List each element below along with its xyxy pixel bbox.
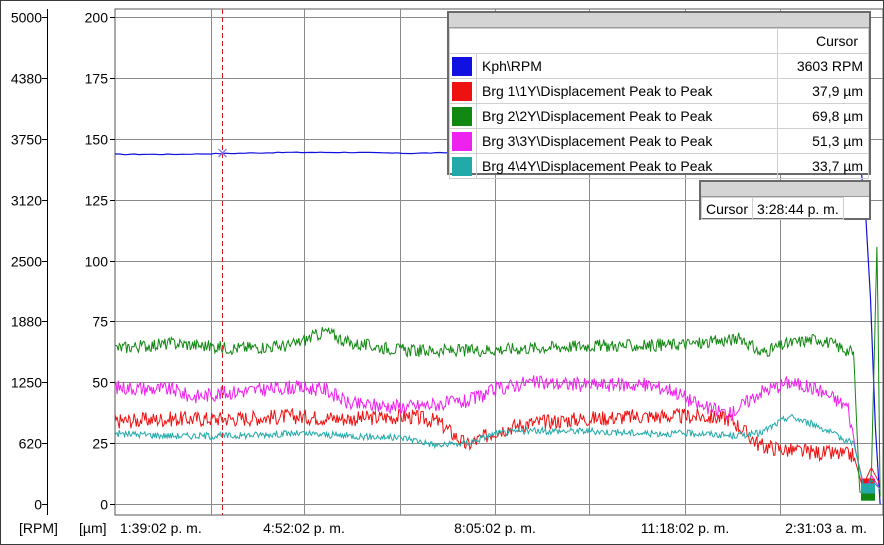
legend-swatch — [452, 56, 472, 76]
legend-series-name: Kph\RPM — [476, 53, 778, 79]
legend-row[interactable]: Brg 2\2Y\Displacement Peak to Peak 69,8 µ… — [449, 103, 869, 129]
y-left-tick-label: 5000 — [11, 10, 42, 26]
y-left-tick-label: 4380 — [11, 71, 42, 87]
cursor-time-panel[interactable]: Cursor 3:28:44 p. m. — [699, 180, 871, 220]
y-right-tick-label: 125 — [85, 193, 109, 209]
y-left-tick-label: 3120 — [11, 193, 42, 209]
legend-series-name: Brg 2\2Y\Displacement Peak to Peak — [476, 103, 778, 129]
x-tick-label: 1:39:02 p. m. — [120, 520, 202, 536]
cursor-panel-title-bar[interactable] — [701, 182, 869, 197]
legend-cursor-value: 3603 RPM — [777, 53, 869, 79]
series-line — [114, 246, 881, 497]
legend-swatch-cell — [449, 78, 477, 104]
legend-header-row: Cursor — [449, 28, 869, 54]
y-left-tick-label: 620 — [19, 436, 43, 452]
legend-swatch-cell — [449, 103, 477, 129]
series-group — [114, 151, 881, 505]
y-right-unit-label: [µm] — [79, 520, 107, 536]
legend-title-bar[interactable] — [449, 13, 869, 28]
legend-cursor-value: 37,9 µm — [777, 78, 869, 104]
legend-swatch-cell — [449, 53, 477, 79]
x-tick-label: 11:18:02 p. m. — [641, 520, 729, 536]
legend-row[interactable]: Brg 4\4Y\Displacement Peak to Peak 33,7 µ… — [449, 153, 869, 179]
cursor-label: Cursor — [700, 197, 754, 220]
legend-swatch — [452, 131, 472, 151]
y-left-tick-label: 1880 — [11, 314, 42, 330]
series-line — [114, 413, 881, 495]
legend-swatch — [452, 81, 472, 101]
cursor-time-value: 3:28:44 p. m. — [752, 197, 844, 220]
legend-cursor-value: 51,3 µm — [777, 128, 869, 154]
legend-swatch-cell — [449, 153, 477, 179]
y-left-tick-label: 1250 — [11, 375, 42, 391]
y-right-tick-label: 200 — [85, 10, 109, 26]
legend-row[interactable]: Brg 1\1Y\Displacement Peak to Peak 37,9 µ… — [449, 78, 869, 104]
cursor-marker — [218, 148, 227, 158]
legend-cursor-header: Cursor — [777, 28, 869, 54]
series-line — [114, 375, 881, 493]
series-end-marker — [861, 490, 875, 501]
y-right-tick-label: 175 — [85, 71, 109, 87]
y-left-unit-label: [RPM] — [19, 520, 58, 536]
y-right-tick-label: 100 — [85, 254, 109, 270]
legend-series-name: Brg 3\3Y\Displacement Peak to Peak — [476, 128, 778, 154]
series-line — [114, 407, 881, 487]
y-right-tick-label: 0 — [100, 497, 108, 513]
legend-swatch — [452, 106, 472, 126]
legend-row[interactable]: Kph\RPM 3603 RPM — [449, 53, 869, 79]
legend-swatch-cell — [449, 128, 477, 154]
y-right-tick-label: 150 — [85, 132, 109, 148]
legend-panel[interactable]: Cursor Kph\RPM 3603 RPM Brg 1\1Y\Displacem… — [447, 11, 871, 179]
legend-cursor-value: 69,8 µm — [777, 103, 869, 129]
x-tick-label: 2:31:03 a. m. — [785, 520, 867, 536]
y-left-tick-label: 2500 — [11, 254, 42, 270]
y-right-tick-label: 25 — [92, 436, 108, 452]
legend-table: Cursor Kph\RPM 3603 RPM Brg 1\1Y\Displacem… — [449, 28, 869, 179]
x-tick-label: 4:52:02 p. m. — [263, 520, 345, 536]
y-right-tick-label: 75 — [92, 314, 108, 330]
legend-series-name: Brg 1\1Y\Displacement Peak to Peak — [476, 78, 778, 104]
legend-cursor-value: 33,7 µm — [777, 153, 869, 179]
legend-row[interactable]: Brg 3\3Y\Displacement Peak to Peak 51,3 µ… — [449, 128, 869, 154]
y-right-tick-label: 50 — [92, 375, 108, 391]
y-left-tick-label: 0 — [34, 497, 42, 513]
legend-swatch — [452, 156, 472, 176]
axes: 0 0 25 620 50 1250 75 1880 100 2500 125 3120 150 3750… — [11, 9, 867, 536]
y-left-tick-label: 3750 — [11, 132, 42, 148]
cursor-group[interactable] — [218, 9, 227, 515]
legend-series-name: Brg 4\4Y\Displacement Peak to Peak — [476, 153, 778, 179]
series-end-marker — [861, 483, 875, 494]
x-tick-label: 8:05:02 p. m. — [454, 520, 536, 536]
